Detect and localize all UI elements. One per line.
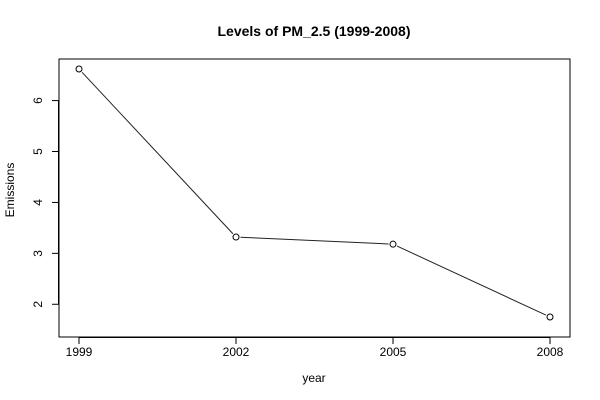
series-0-segment-2005-2008 — [396, 245, 547, 316]
data-point-2005 — [389, 240, 397, 248]
y-tick-label-6: 6 — [31, 97, 45, 104]
chart-title: Levels of PM_2.5 (1999-2008) — [218, 23, 411, 39]
x-tick-label-1999: 1999 — [66, 345, 93, 359]
series-0-segment-1999-2002 — [81, 71, 234, 235]
data-point-2008 — [546, 313, 554, 321]
data-point-1999 — [75, 65, 83, 73]
y-tick-label-4: 4 — [31, 199, 45, 206]
x-tick-label-2002: 2002 — [223, 345, 250, 359]
plot-frame — [58, 58, 571, 338]
y-axis-label: Emissions — [3, 163, 17, 218]
x-axis-label: year — [302, 371, 325, 385]
y-tick-label-3: 3 — [31, 250, 45, 257]
data-point-2002 — [232, 233, 240, 241]
x-tick-label-2005: 2005 — [380, 345, 407, 359]
y-tick-label-5: 5 — [31, 148, 45, 155]
series-0-segment-2002-2005 — [240, 236, 389, 245]
y-tick-label-2: 2 — [31, 301, 45, 308]
plot-area: 1999 2002 2005 2008 2 3 4 5 6 — [31, 58, 571, 359]
x-tick-label-2008: 2008 — [537, 345, 564, 359]
